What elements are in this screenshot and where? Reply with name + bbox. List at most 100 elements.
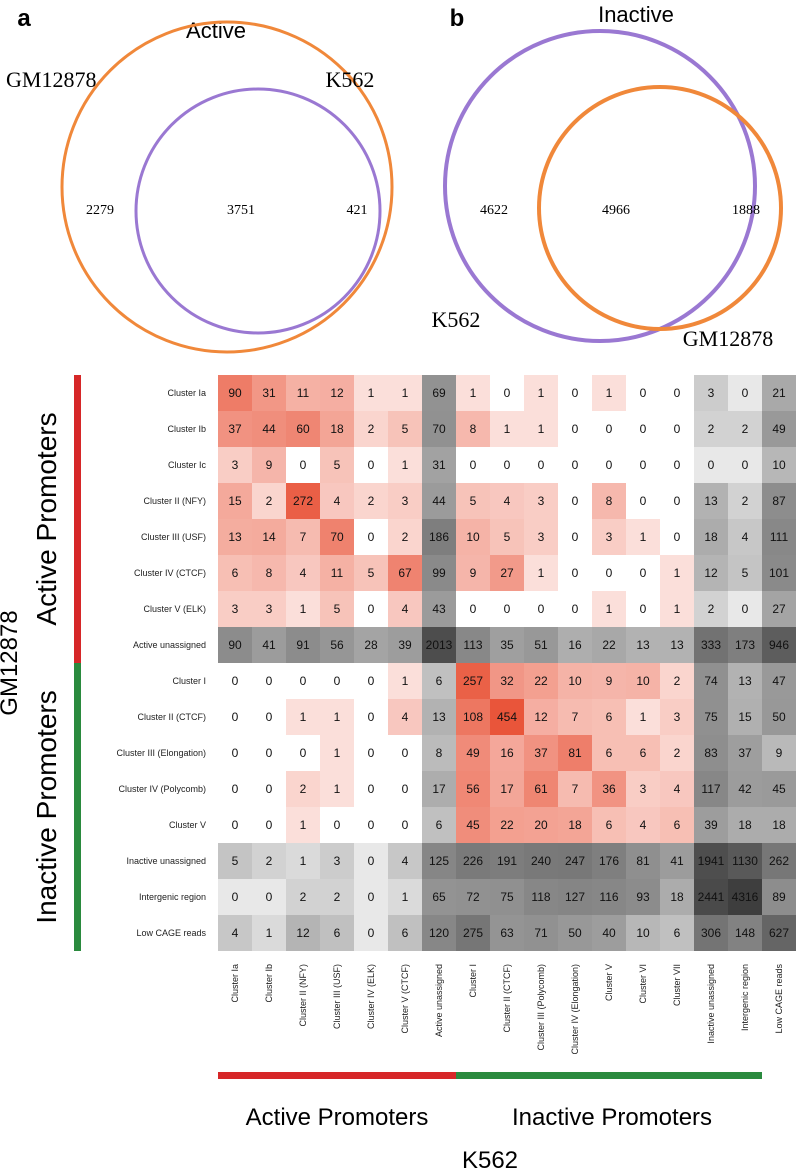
heatmap-cell-label: 22 (534, 674, 548, 688)
col-axis-label: K562 (462, 1147, 518, 1174)
heatmap-cell (252, 375, 286, 411)
heatmap-cell (490, 915, 524, 951)
heatmap-cell-label: 9 (776, 746, 783, 760)
heatmap-cell-label: 32 (500, 674, 514, 688)
heatmap-cell-label: 1 (538, 386, 545, 400)
heatmap-cell-label: 1 (334, 746, 341, 760)
heatmap-cell-label: 5 (334, 602, 341, 616)
heatmap-cell-label: 3 (266, 602, 273, 616)
heatmap-cell-label: 45 (772, 782, 786, 796)
heatmap-cell-label: 49 (466, 746, 480, 760)
heatmap-cell-label: 41 (670, 854, 684, 868)
row-tick-label: Cluster Ic (168, 460, 207, 470)
heatmap-cell (592, 915, 626, 951)
heatmap-cell-label: 61 (534, 782, 548, 796)
heatmap-cell (592, 879, 626, 915)
venn-active: a Active GM12878 K562 2279 3751 421 (6, 5, 394, 354)
heatmap-cell (286, 447, 320, 483)
heatmap-cell-label: 176 (599, 854, 619, 868)
heatmap-cell (728, 627, 762, 663)
heatmap-cell-label: 0 (504, 602, 511, 616)
heatmap-cell (286, 771, 320, 807)
row-tick-label: Cluster I (172, 676, 206, 686)
heatmap-cell (218, 627, 252, 663)
row-group-bar-inactive (74, 663, 81, 951)
heatmap-cell-label: 17 (500, 782, 514, 796)
column-tick-label: Cluster VI (638, 964, 648, 1004)
heatmap-cell-label: 0 (266, 818, 273, 832)
heatmap-cell (592, 411, 626, 447)
heatmap-cell (762, 591, 796, 627)
heatmap-cell-label: 0 (538, 602, 545, 616)
heatmap-cell-label: 0 (368, 530, 375, 544)
venn-active-label-k562: K562 (326, 67, 375, 92)
heatmap-cell (626, 843, 660, 879)
heatmap-cell-label: 5 (504, 530, 511, 544)
heatmap-cell (388, 627, 422, 663)
heatmap-cell (728, 519, 762, 555)
heatmap-cell (524, 663, 558, 699)
heatmap-cell-label: 0 (266, 746, 273, 760)
heatmap-cell-label: 69 (432, 386, 446, 400)
heatmap-cell-label: 0 (470, 602, 477, 616)
heatmap-cell (252, 519, 286, 555)
heatmap-cell (388, 519, 422, 555)
heatmap-cell (388, 483, 422, 519)
heatmap-cell-label: 0 (742, 386, 749, 400)
heatmap-cell-label: 0 (368, 890, 375, 904)
heatmap-cell-label: 27 (772, 602, 786, 616)
heatmap-cell-label: 3 (334, 854, 341, 868)
heatmap-cell (524, 699, 558, 735)
heatmap-cell-label: 0 (334, 818, 341, 832)
heatmap-cell-label: 17 (432, 782, 446, 796)
heatmap-cell (456, 663, 490, 699)
heatmap-cell (592, 735, 626, 771)
heatmap-cell (626, 591, 660, 627)
heatmap-cell (762, 771, 796, 807)
heatmap-cell (456, 591, 490, 627)
heatmap-cell (388, 591, 422, 627)
heatmap-cell-label: 18 (738, 818, 752, 832)
heatmap-cell (354, 483, 388, 519)
heatmap-cell-label: 2 (334, 890, 341, 904)
heatmap-cell (626, 519, 660, 555)
heatmap-cell (422, 699, 456, 735)
heatmap-cell-label: 1 (538, 422, 545, 436)
heatmap-cell-label: 5 (368, 566, 375, 580)
heatmap-cell-label: 31 (432, 458, 446, 472)
heatmap-cell (626, 555, 660, 591)
heatmap-cell-label: 7 (572, 782, 579, 796)
heatmap-cell-label: 60 (296, 422, 310, 436)
heatmap-cell-label: 40 (602, 926, 616, 940)
heatmap-cell (286, 735, 320, 771)
venn-active-label-gm12878: GM12878 (6, 67, 96, 92)
heatmap-cell (694, 375, 728, 411)
heatmap-cell-label: 28 (364, 638, 378, 652)
heatmap-cell-label: 0 (232, 746, 239, 760)
heatmap-cell (660, 663, 694, 699)
heatmap-cell (524, 843, 558, 879)
heatmap-cell-label: 6 (674, 926, 681, 940)
column-tick-label: Low CAGE reads (774, 964, 784, 1034)
heatmap-cell (558, 735, 592, 771)
heatmap-cell-label: 4 (402, 854, 409, 868)
heatmap-cell (762, 843, 796, 879)
heatmap-cell-label: 0 (742, 602, 749, 616)
heatmap-cell (354, 771, 388, 807)
heatmap-cell (286, 699, 320, 735)
heatmap-cell-label: 191 (497, 854, 517, 868)
heatmap-cell (558, 591, 592, 627)
heatmap-cell-label: 272 (293, 494, 313, 508)
heatmap-cell-label: 0 (572, 494, 579, 508)
heatmap-cell-label: 2 (368, 494, 375, 508)
heatmap-cell (660, 807, 694, 843)
venn-active-count-k562-only: 421 (347, 203, 368, 218)
heatmap-cell-label: 1 (674, 566, 681, 580)
heatmap-cell (728, 915, 762, 951)
venn-inactive-title: Inactive (598, 2, 674, 27)
heatmap-cell-label: 18 (772, 818, 786, 832)
heatmap-cell-label: 127 (565, 890, 585, 904)
venn-active-count-gm12878-only: 2279 (86, 203, 114, 218)
venn-inactive-count-gm12878-only: 1888 (732, 203, 760, 218)
